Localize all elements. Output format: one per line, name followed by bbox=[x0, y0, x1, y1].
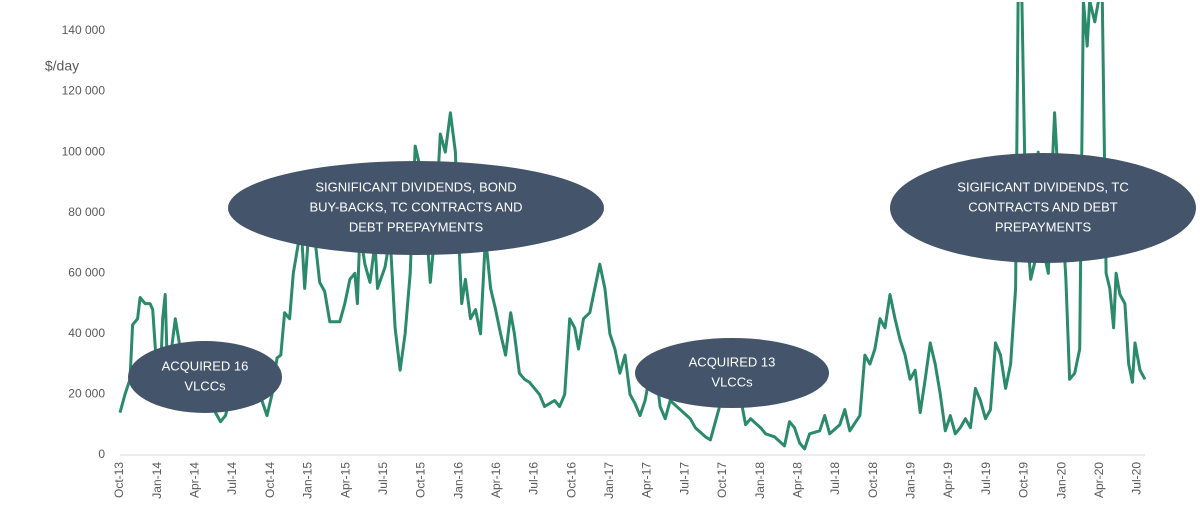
annotation-text: VLCCs bbox=[711, 374, 753, 389]
x-tick-label: Jan-18 bbox=[753, 462, 767, 499]
x-tick-label: Oct-16 bbox=[564, 462, 578, 498]
y-tick-label: 120 000 bbox=[62, 84, 106, 98]
y-tick-label: 20 000 bbox=[68, 387, 105, 401]
annotation-text: ACQUIRED 13 bbox=[689, 354, 776, 369]
y-tick-label: 0 bbox=[98, 447, 105, 461]
x-tick-label: Jan-15 bbox=[301, 462, 315, 499]
x-tick-label: Jul-17 bbox=[677, 462, 691, 495]
axes: 0 20 000 40 000 60 000 80 000 100 000 120 000 1… bbox=[62, 23, 1145, 499]
y-tick-label: 100 000 bbox=[62, 144, 106, 158]
x-tick-label: Jan-14 bbox=[150, 462, 164, 499]
x-tick-label: Oct-15 bbox=[414, 462, 428, 498]
x-tick-label: Apr-20 bbox=[1092, 462, 1106, 498]
annotations: ACQUIRED 16 VLCCs SIGNIFICANT DIVIDENDS, B… bbox=[128, 153, 1196, 413]
x-tick-label: Oct-14 bbox=[263, 462, 277, 498]
y-axis-label: $/day bbox=[45, 58, 79, 74]
x-tick-label: Apr-16 bbox=[489, 462, 503, 498]
x-tick-label: Oct-17 bbox=[715, 462, 729, 498]
x-tick-label: Apr-15 bbox=[338, 462, 352, 498]
x-tick-label: Apr-18 bbox=[790, 462, 804, 498]
annotation-text: SIGNIFICANT DIVIDENDS, BOND bbox=[315, 179, 516, 194]
annotation-bubble bbox=[635, 338, 829, 408]
annotation-text: DEBT PREPAYMENTS bbox=[349, 219, 484, 234]
x-tick-label: Jan-17 bbox=[602, 462, 616, 499]
x-tick-label: Apr-19 bbox=[941, 462, 955, 498]
annotation-text: BUY-BACKS, TC CONTRACTS AND bbox=[309, 199, 522, 214]
x-tick-label: Oct-19 bbox=[1017, 462, 1031, 498]
x-tick-label: Jul-15 bbox=[376, 462, 390, 495]
y-tick-label: 40 000 bbox=[68, 326, 105, 340]
y-tick-label: 80 000 bbox=[68, 205, 105, 219]
x-tick-label: Jan-16 bbox=[451, 462, 465, 499]
x-tick-label: Jul-20 bbox=[1130, 462, 1144, 495]
annotation-text: SIGIFICANT DIVIDENDS, TC bbox=[957, 179, 1128, 194]
x-tick-label: Oct-13 bbox=[112, 462, 126, 498]
x-tick-label: Jan-20 bbox=[1054, 462, 1068, 499]
plot-area bbox=[118, 2, 1147, 451]
x-tick-label: Jan-19 bbox=[904, 462, 918, 499]
x-tick-label: Jul-18 bbox=[828, 462, 842, 495]
annotation-text: ACQUIRED 16 bbox=[162, 358, 249, 373]
y-tick-label: 60 000 bbox=[68, 265, 105, 279]
x-tick-label: Jul-19 bbox=[979, 462, 993, 495]
x-tick-label: Jul-16 bbox=[527, 462, 541, 495]
x-tick-label: Jul-14 bbox=[225, 462, 239, 495]
annotation-bubble bbox=[890, 153, 1196, 263]
annotation-bubble bbox=[128, 341, 282, 413]
x-tick-label: Apr-14 bbox=[188, 462, 202, 498]
annotation-text: CONTRACTS AND DEBT bbox=[968, 199, 1118, 214]
annotation-text: PREPAYMENTS bbox=[995, 219, 1092, 234]
x-tick-label: Oct-18 bbox=[866, 462, 880, 498]
x-tick-label: Apr-17 bbox=[640, 462, 654, 498]
y-tick-label: 140 000 bbox=[62, 23, 106, 37]
annotation-text: VLCCs bbox=[184, 378, 226, 393]
data-line bbox=[118, 2, 1147, 451]
annotation-bubble bbox=[228, 161, 604, 255]
